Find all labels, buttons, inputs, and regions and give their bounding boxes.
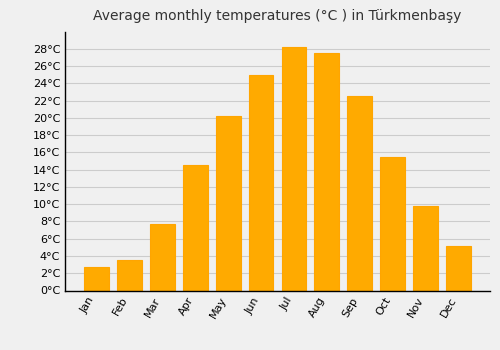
Bar (380, 157, 405, 290)
Bar (248, 75, 274, 290)
Bar (150, 224, 174, 290)
Bar (348, 96, 372, 290)
Bar (84, 267, 109, 290)
Bar (117, 260, 142, 290)
Bar (216, 116, 240, 290)
Bar (446, 246, 470, 290)
Title: Average monthly temperatures (°C ) in Türkmenbaşy: Average monthly temperatures (°C ) in Tü… (94, 9, 462, 23)
Bar (183, 165, 208, 290)
Bar (282, 47, 306, 290)
Bar (314, 53, 339, 290)
Bar (413, 206, 438, 290)
